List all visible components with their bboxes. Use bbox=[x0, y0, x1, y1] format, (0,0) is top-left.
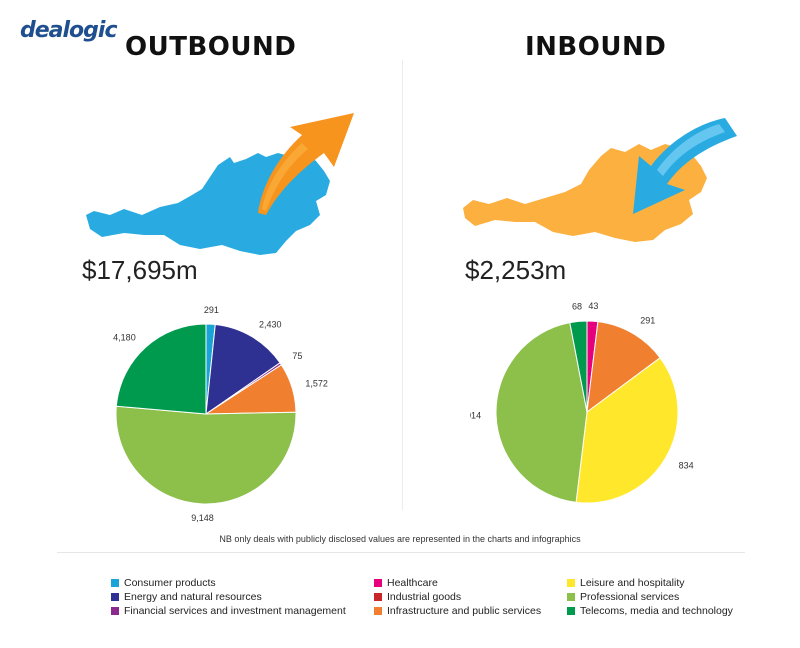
legend-label: Industrial goods bbox=[387, 591, 462, 603]
data-label-consumer-products: 291 bbox=[204, 305, 219, 315]
legend-swatch bbox=[374, 593, 382, 601]
legend-swatch bbox=[567, 607, 575, 615]
inbound-total: $2,253m bbox=[465, 255, 567, 285]
legend-item-consumer-products: Consumer products bbox=[111, 576, 346, 590]
legend-swatch bbox=[567, 579, 575, 587]
inbound-title: INBOUND bbox=[525, 32, 667, 62]
legend-label: Telecoms, media and technology bbox=[580, 605, 733, 617]
legend-label: Healthcare bbox=[387, 577, 438, 589]
legend-item-energy-and-natural-resources: Energy and natural resources bbox=[111, 590, 346, 604]
pie-slice-telecoms-media-and-technology bbox=[569, 320, 588, 413]
disclaimer-note: NB only deals with publicly disclosed va… bbox=[219, 534, 581, 544]
legend-label: Infrastructure and public services bbox=[387, 605, 542, 617]
legend-swatch bbox=[374, 607, 382, 615]
legend-label: Consumer products bbox=[124, 577, 216, 589]
inbound-arrow-icon bbox=[633, 118, 737, 214]
pie-slice-professional-services bbox=[115, 405, 297, 505]
inbound-pie-chart: 43 291 834 1,014 68 bbox=[470, 301, 694, 504]
outbound-title: OUTBOUND bbox=[125, 32, 297, 62]
legend-swatch bbox=[111, 607, 119, 615]
legend-item-telecoms-media-and-technology: Telecoms, media and technology bbox=[567, 604, 733, 618]
legend-swatch bbox=[374, 579, 382, 587]
data-label-energy-and-natural-resources: 2,430 bbox=[259, 320, 282, 330]
legend-item-industrial-goods: Industrial goods bbox=[374, 590, 541, 604]
outbound-arrow-icon bbox=[258, 113, 354, 215]
legend-label: Energy and natural resources bbox=[124, 591, 262, 603]
data-label-infrastructure-and-public-services: 1,572 bbox=[305, 378, 328, 388]
data-label-professional-services: 9,148 bbox=[191, 513, 214, 523]
pie-slice-leisure-and-hospitality bbox=[575, 357, 679, 504]
pie-slice-telecoms-media-and-technology bbox=[115, 323, 207, 415]
data-label-professional-services: 1,014 bbox=[470, 411, 481, 421]
outbound-total: $17,695m bbox=[82, 255, 198, 285]
legend-item-leisure-and-hospitality: Leisure and hospitality bbox=[567, 576, 733, 590]
data-label-financial-services-and-investment-management: 75 bbox=[292, 351, 302, 361]
legend-swatch bbox=[111, 593, 119, 601]
data-label-infrastructure-and-public-services: 291 bbox=[640, 315, 655, 325]
data-label-leisure-and-hospitality: 834 bbox=[679, 460, 694, 470]
outbound-pie-chart: 291 2,430 75 1,572 9,148 4,180 bbox=[113, 305, 328, 523]
outbound-map-graphic bbox=[86, 113, 354, 255]
horizontal-divider bbox=[57, 552, 745, 553]
legend-label: Professional services bbox=[580, 591, 680, 603]
legend-label: Leisure and hospitality bbox=[580, 577, 685, 589]
pie-slice-energy-and-natural-resources bbox=[205, 323, 281, 416]
legend-column: Leisure and hospitality Professional serv… bbox=[567, 576, 733, 618]
legend-item-infrastructure-and-public-services: Infrastructure and public services bbox=[374, 604, 541, 618]
data-label-healthcare: 43 bbox=[588, 301, 598, 311]
inbound-map-graphic bbox=[463, 118, 737, 242]
vertical-divider bbox=[402, 60, 403, 510]
legend-label: Financial services and investment manage… bbox=[124, 605, 346, 617]
legend-swatch bbox=[567, 593, 575, 601]
pie-slice-professional-services bbox=[495, 322, 588, 503]
legend-item-professional-services: Professional services bbox=[567, 590, 733, 604]
legend-column: Consumer products Energy and natural reso… bbox=[111, 576, 346, 618]
data-label-telecoms-media-and-technology: 4,180 bbox=[113, 332, 136, 342]
legend-item-healthcare: Healthcare bbox=[374, 576, 541, 590]
legend-column: Healthcare Industrial goods Infrastructure… bbox=[374, 576, 541, 618]
legend-swatch bbox=[111, 579, 119, 587]
data-label-telecoms-media-and-technology: 68 bbox=[572, 301, 582, 311]
dealogic-logo: dealogic bbox=[20, 18, 117, 43]
pie-slice-infrastructure-and-public-services bbox=[586, 321, 661, 414]
legend-item-financial-services-and-investment-management: Financial services and investment manage… bbox=[111, 604, 346, 618]
